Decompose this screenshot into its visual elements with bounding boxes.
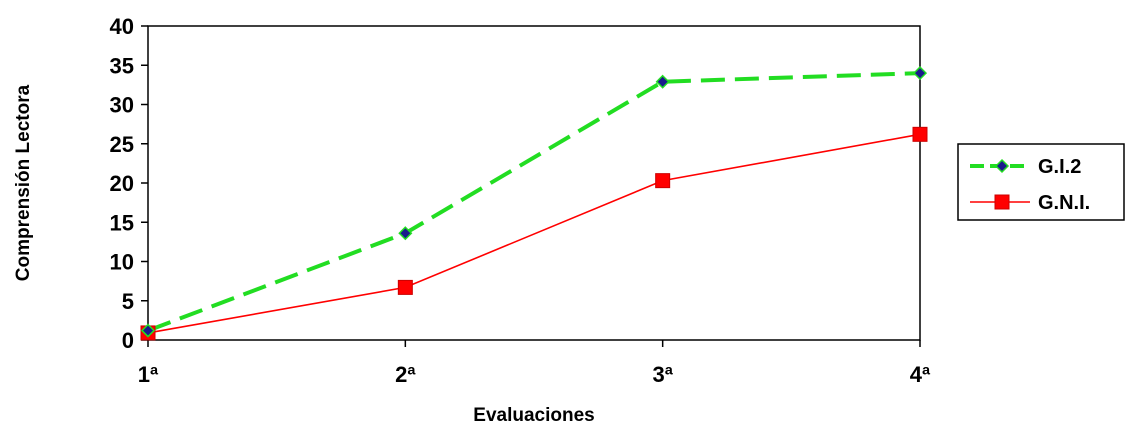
x-tick-label: 1ª (138, 362, 159, 387)
y-axis-title: Comprensión Lectora (13, 84, 34, 281)
y-tick-label: 20 (110, 171, 134, 196)
data-point-0-1 (398, 226, 413, 241)
legend-marker-0 (994, 158, 1010, 174)
data-point-1-2 (655, 173, 671, 189)
legend-box (957, 143, 1125, 221)
y-tick-label: 5 (122, 289, 134, 314)
y-tick-label: 15 (110, 210, 134, 235)
y-tick-label: 25 (110, 132, 134, 157)
plot-area-frame (147, 25, 921, 341)
data-point-1-1 (397, 279, 413, 295)
x-tick-label: 3ª (652, 362, 673, 387)
data-point-0-2 (655, 74, 670, 89)
y-tick-label: 35 (110, 53, 134, 78)
series-line-1 (147, 133, 921, 334)
legend-marker-1 (994, 194, 1010, 210)
y-tick-label: 30 (110, 93, 134, 118)
series-line-0 (147, 71, 921, 333)
x-axis-title: Evaluaciones (473, 405, 594, 426)
data-point-0-0 (140, 323, 156, 338)
y-tick-label: 10 (110, 250, 134, 275)
x-tick-label: 2ª (395, 362, 416, 387)
x-tick-label: 4ª (910, 362, 931, 387)
legend-label-1: G.N.I. (1038, 192, 1090, 214)
data-point-0-3 (912, 66, 928, 81)
y-tick-label: 40 (110, 14, 134, 39)
y-tick-label: 0 (122, 328, 134, 353)
legend-label-0: G.I.2 (1038, 156, 1081, 178)
data-point-1-3 (912, 126, 928, 142)
